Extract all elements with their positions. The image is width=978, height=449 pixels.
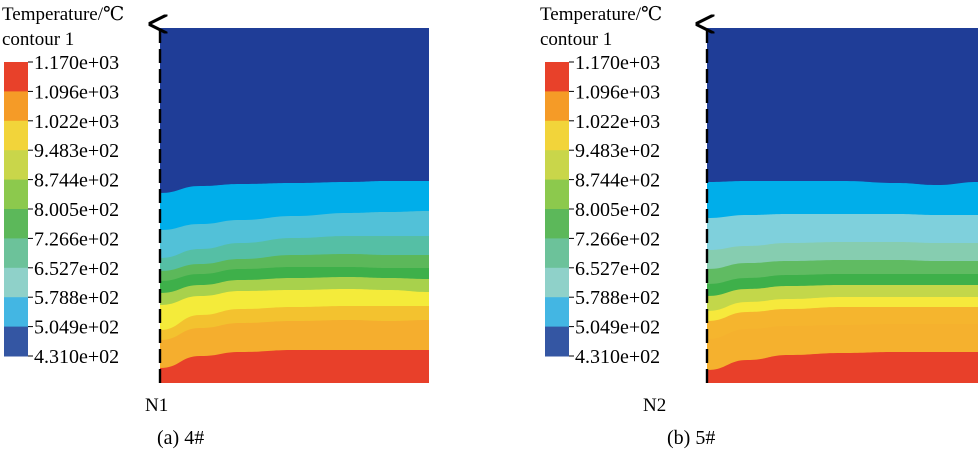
legend-label-b-10: 4.310e+02 [575, 346, 660, 368]
legend-label-a-2: 1.022e+03 [34, 111, 119, 133]
legend-band-b-5 [545, 209, 569, 239]
legend-label-a-10: 4.310e+02 [34, 346, 119, 368]
legend-label-a-3: 9.483e+02 [34, 140, 119, 162]
legend-label-b-8: 5.788e+02 [575, 287, 660, 309]
caption-b: (b) 5# [667, 427, 715, 449]
legend-label-b-2: 1.022e+03 [575, 111, 660, 133]
legend-label-b-4: 8.744e+02 [575, 170, 660, 192]
legend-label-a-9: 5.049e+02 [34, 317, 119, 339]
legend-label-a-6: 7.266e+02 [34, 228, 119, 250]
legend-band-b-9 [545, 326, 569, 357]
legend-band-b-4 [545, 179, 569, 210]
contour-plot-a [160, 28, 429, 383]
contour-plot-b [707, 28, 978, 383]
legend-band-a-1 [4, 91, 28, 122]
legend-label-b-3: 9.483e+02 [575, 140, 660, 162]
legend-band-a-9 [4, 326, 28, 357]
legend-label-b-1: 1.096e+03 [575, 81, 660, 103]
legend-band-a-8 [4, 297, 28, 328]
legend-band-a-5 [4, 209, 28, 239]
legend-b: 1.170e+03 1.096e+03 1.022e+03 9.483e+02 8.74… [545, 52, 660, 368]
legend-a: 1.170e+03 1.096e+03 1.022e+03 9.483e+02 8.74… [4, 52, 119, 368]
legend-band-a-4 [4, 179, 28, 210]
legend-band-b-6 [545, 238, 569, 269]
contour-layer-b-10 [707, 352, 978, 383]
legend-band-a-2 [4, 120, 28, 151]
legend-band-b-0 [545, 62, 569, 92]
legend-title-a-line1: Temperature/℃ [2, 4, 124, 25]
legend-label-a-0: 1.170e+03 [34, 52, 119, 74]
legend-title-b-line2: contour 1 [540, 29, 612, 50]
legend-title-a-line2: contour 1 [2, 29, 74, 50]
legend-title-b-line1: Temperature/℃ [540, 4, 662, 25]
panel-a: Temperature/℃ contour 1 1.170e+03 1.096e+… [2, 4, 429, 449]
legend-band-a-3 [4, 150, 28, 181]
caption-a: (a) 4# [157, 427, 204, 449]
node-label-n1: N1 [145, 395, 168, 416]
legend-band-b-7 [545, 267, 569, 298]
legend-band-b-1 [545, 91, 569, 122]
legend-band-a-0 [4, 62, 28, 92]
legend-band-b-8 [545, 297, 569, 328]
legend-band-b-2 [545, 120, 569, 151]
node-label-n2: N2 [643, 395, 666, 416]
legend-label-a-1: 1.096e+03 [34, 81, 119, 103]
legend-band-a-6 [4, 238, 28, 269]
legend-label-b-6: 7.266e+02 [575, 228, 660, 250]
legend-band-b-3 [545, 150, 569, 181]
contour-layer-a-10 [160, 350, 429, 383]
legend-label-a-5: 8.005e+02 [34, 199, 119, 221]
panel-b: Temperature/℃ contour 1 1.170e+03 1.096e+… [540, 4, 978, 449]
legend-label-b-9: 5.049e+02 [575, 317, 660, 339]
legend-label-a-8: 5.788e+02 [34, 287, 119, 309]
legend-label-a-4: 8.744e+02 [34, 170, 119, 192]
legend-label-a-7: 6.527e+02 [34, 258, 119, 280]
legend-label-b-5: 8.005e+02 [575, 199, 660, 221]
legend-band-a-7 [4, 267, 28, 298]
legend-label-b-7: 6.527e+02 [575, 258, 660, 280]
legend-label-b-0: 1.170e+03 [575, 52, 660, 74]
